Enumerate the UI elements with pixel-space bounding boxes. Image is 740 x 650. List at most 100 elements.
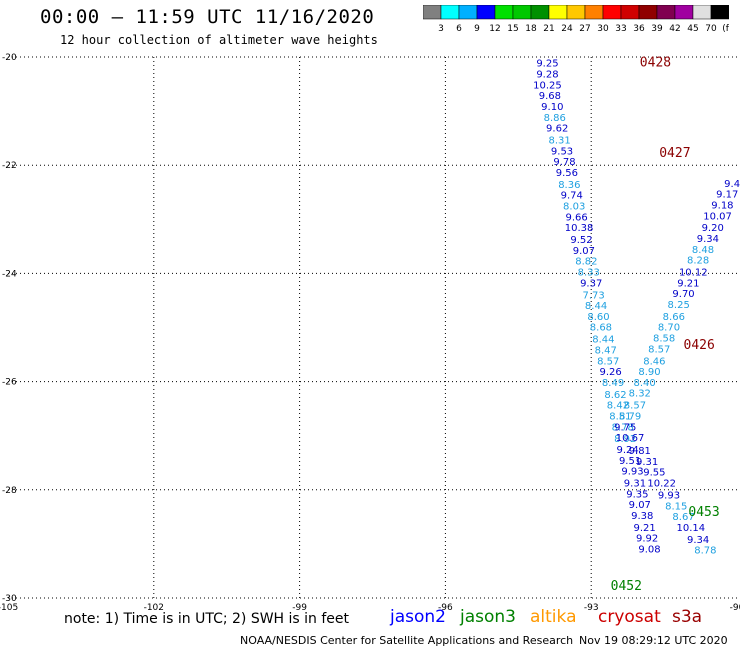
scale-label: 6 [456, 24, 462, 33]
swh-value-label: 10.22 [647, 479, 676, 490]
swh-value-label: 10.38 [565, 223, 594, 234]
y-tick-label: -24 [2, 269, 17, 279]
swh-value-label: 9.20 [702, 223, 724, 234]
swh-value-label: 9.66 [565, 212, 587, 223]
pass-time-label: 0427 [659, 146, 690, 161]
swh-value-label: 8.86 [544, 113, 566, 124]
scale-label: 36 [633, 24, 645, 33]
swh-value-label: 9.62 [546, 124, 568, 135]
swh-value-label: 8.92 [614, 434, 636, 445]
swh-value-label: 9.70 [672, 289, 694, 300]
x-tick-label: -99 [292, 603, 307, 613]
scale-label: 21 [543, 24, 554, 33]
swh-value-label: 8.51 [609, 411, 631, 422]
swh-value-label: 8.82 [575, 257, 597, 268]
scale-label: 15 [507, 24, 518, 33]
swh-value-label: 8.28 [687, 256, 709, 267]
swh-value-label: 9.07 [629, 500, 651, 511]
y-tick-label: -22 [2, 161, 17, 171]
swh-value-label: 9.68 [539, 91, 561, 102]
swh-value-label: 8.44 [592, 335, 614, 346]
swh-value-label: 8.78 [612, 422, 634, 433]
swh-value-label: 8.57 [597, 356, 619, 367]
swh-value-label: 9.4 [724, 179, 740, 190]
swh-value-label: 9.93 [658, 490, 680, 501]
swh-value-label: 9.21 [677, 278, 699, 289]
y-tick-label: -26 [2, 378, 17, 388]
swh-value-label: 8.47 [595, 345, 617, 356]
scale-label: 70 [705, 24, 717, 33]
x-tick-label: -96 [438, 603, 453, 613]
y-tick-label: -20 [2, 53, 17, 63]
scale-label: 12 [489, 24, 500, 33]
scale-label: 30 [597, 24, 609, 33]
scale-label: 9 [474, 24, 480, 33]
legend-jason3: jason3 [460, 607, 516, 627]
scale-label: 27 [579, 24, 590, 33]
swh-value-label: 8.03 [563, 202, 585, 213]
generated-timestamp: Nov 19 08:29:12 UTC 2020 [579, 634, 728, 647]
swh-value-label: 9.34 [697, 234, 719, 245]
scale-label: 45 [687, 24, 698, 33]
swh-value-label: 10.12 [679, 268, 708, 279]
swh-value-label: 9.21 [634, 523, 656, 534]
pass-time-label: 0428 [640, 56, 671, 71]
x-tick-label: -102 [144, 603, 164, 613]
swh-value-label: 9.74 [561, 191, 583, 202]
swh-value-label: 9.55 [643, 468, 665, 479]
scale-label: (ft) [722, 24, 729, 33]
scale-swatch [710, 5, 729, 20]
swh-value-label: 8.48 [692, 245, 714, 256]
swh-value-label: 9.31 [636, 457, 658, 468]
swh-value-label: 8.46 [643, 356, 665, 367]
units-note: note: 1) Time is in UTC; 2) SWH is in fe… [64, 611, 350, 627]
swh-value-label: 9.18 [711, 200, 733, 211]
x-tick-label: -93 [584, 603, 599, 613]
swh-value-label: 10.25 [533, 80, 562, 91]
swh-value-label: 8.79 [619, 411, 641, 422]
swh-value-label: 8.36 [558, 180, 580, 191]
swh-value-label: 10.67 [616, 433, 645, 444]
scale-label: 18 [525, 24, 537, 33]
swh-value-label: 9.75 [614, 422, 636, 433]
scale-label: 24 [561, 24, 573, 33]
swh-value-label: 8.57 [648, 344, 670, 355]
scale-label: 3 [438, 24, 444, 33]
swh-value-label: 8.90 [638, 367, 660, 378]
swh-value-label: 8.25 [668, 300, 690, 311]
swh-value-label: 8.42 [607, 401, 629, 412]
swh-value-label: 9.78 [553, 157, 575, 168]
swh-value-label: 9.93 [621, 467, 643, 478]
swh-value-label: 10.14 [677, 523, 706, 534]
swh-value-label: 9.10 [541, 102, 563, 113]
scale-label: 39 [651, 24, 663, 33]
swh-value-label: 8.44 [585, 301, 607, 312]
swh-value-label: 8.66 [663, 312, 685, 323]
swh-value-label: 8.58 [653, 334, 675, 345]
swh-value-label: 8.31 [548, 136, 570, 147]
swh-value-label: 8.60 [587, 312, 609, 323]
legend-altika: altika [530, 607, 577, 627]
swh-value-label: 9.28 [536, 70, 558, 81]
swh-value-label: 8.49 [602, 378, 624, 389]
swh-value-label: 10.07 [703, 211, 732, 222]
chart-title: 00:00 — 11:59 UTC 11/16/2020 [40, 6, 375, 28]
y-tick-label: -28 [2, 486, 17, 496]
swh-value-label: 8.15 [665, 501, 687, 512]
swh-value-label: 8.78 [694, 546, 716, 557]
pass-time-label: 0452 [611, 579, 642, 594]
swh-value-label: 8.62 [604, 390, 626, 401]
swh-value-label: 9.52 [570, 235, 592, 246]
swh-value-label: 9.81 [629, 446, 651, 457]
pass-time-label: 0453 [688, 505, 719, 520]
swh-value-label: 7.73 [582, 290, 604, 301]
y-tick-label: -30 [2, 594, 17, 604]
pass-time-label: 0426 [684, 338, 715, 353]
swh-value-label: 9.24 [617, 445, 639, 456]
swh-value-label: 9.25 [536, 59, 558, 70]
chart-subtitle: 12 hour collection of altimeter wave hei… [60, 33, 378, 47]
swh-value-label: 8.40 [634, 378, 656, 389]
swh-value-label: 9.38 [631, 511, 653, 522]
swh-value-label: 9.31 [624, 479, 646, 490]
swh-value-label: 8.57 [624, 401, 646, 412]
